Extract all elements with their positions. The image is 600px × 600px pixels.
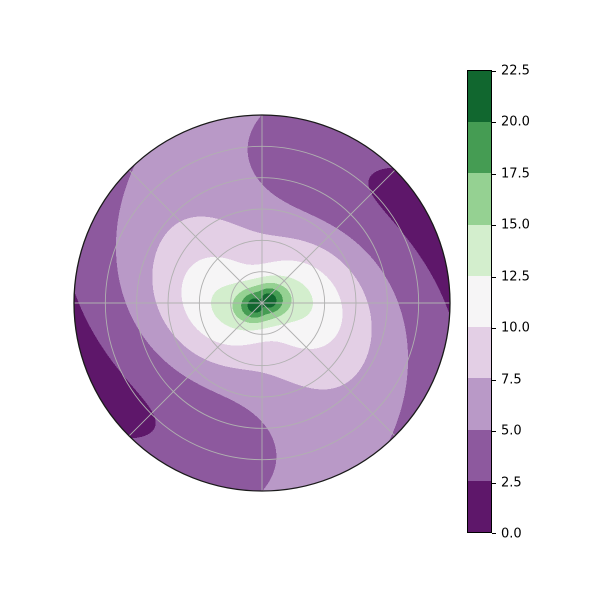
colorbar-band — [468, 275, 491, 328]
colorbar: 22.5 20.0 17.5 15.0 12.5 10.0 7.5 5.0 2.5 0.0 — [467, 65, 530, 541]
colorbar-tick-label: 5.0 — [501, 423, 522, 439]
colorbar-tick-label: 10.0 — [501, 320, 530, 336]
colorbar-tick-mark — [492, 71, 496, 72]
colorbar-band — [468, 173, 491, 225]
colorbar-tick-mark — [492, 380, 496, 381]
colorbar-tick-label: 20.0 — [501, 114, 530, 130]
colorbar-gradient — [468, 71, 491, 532]
colorbar-tick-mark — [492, 328, 496, 329]
colorbar-tick-mark — [492, 174, 496, 175]
colorbar-band — [468, 71, 491, 123]
colorbar-band — [468, 480, 491, 532]
colorbar-tick-label: 12.5 — [501, 269, 530, 285]
colorbar-tick-label: 7.5 — [501, 372, 522, 388]
colorbar-tick-label: 2.5 — [501, 475, 522, 491]
colorbar-tick-label: 17.5 — [501, 166, 530, 182]
colorbar-tick-mark — [492, 431, 496, 432]
colorbar-band — [468, 378, 491, 430]
colorbar-tick-mark — [492, 122, 496, 123]
colorbar-tick-label: 15.0 — [501, 217, 530, 233]
colorbar-tick-label: 0.0 — [501, 526, 522, 542]
colorbar-band — [468, 429, 491, 481]
colorbar-tick-label: 22.5 — [501, 63, 530, 79]
colorbar-band — [468, 122, 491, 174]
colorbar-band — [468, 224, 491, 276]
colorbar-tick-mark — [492, 533, 496, 534]
colorbar-tick-mark — [492, 483, 496, 484]
colorbar-tick-mark — [492, 225, 496, 226]
colorbar-band — [468, 327, 491, 379]
colorbar-tick-mark — [492, 277, 496, 278]
